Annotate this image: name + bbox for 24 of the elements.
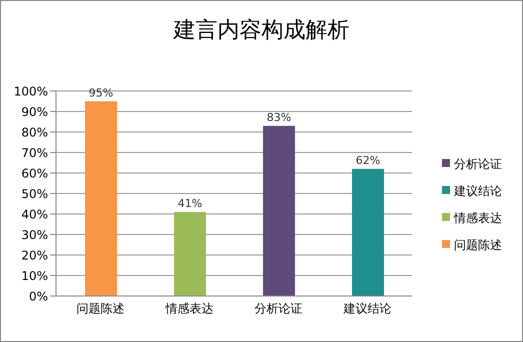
y-tick-label: 50%	[21, 186, 48, 201]
data-label: 95%	[88, 86, 114, 100]
legend-label: 情感表达	[454, 210, 502, 224]
x-tick-label: 问题陈述	[76, 302, 124, 316]
y-tick-label: 0%	[28, 289, 48, 304]
x-tick-label: 分析论证	[254, 302, 302, 316]
legend-label: 分析论证	[454, 156, 502, 170]
legend-label: 建议结论	[454, 184, 502, 198]
y-tick-label: 80%	[21, 125, 48, 140]
y-tick-label: 70%	[21, 146, 48, 160]
x-tick-label: 情感表达	[164, 302, 214, 316]
chart-title: 建言内容构成解析	[172, 17, 350, 45]
y-tick-label: 100%	[14, 84, 48, 98]
y-tick-label: 30%	[21, 228, 48, 242]
legend-label: 问题陈述	[454, 238, 502, 252]
y-tick-label: 10%	[21, 268, 48, 283]
y-tick-label: 60%	[21, 166, 48, 180]
data-label: 41%	[178, 196, 202, 210]
data-label: 62%	[356, 154, 380, 167]
x-tick-label: 建议结论	[342, 302, 392, 316]
y-tick-label: 40%	[21, 207, 48, 222]
y-tick-label: 90%	[21, 104, 48, 119]
data-label: 83%	[266, 110, 292, 124]
y-tick-label: 20%	[21, 248, 48, 262]
